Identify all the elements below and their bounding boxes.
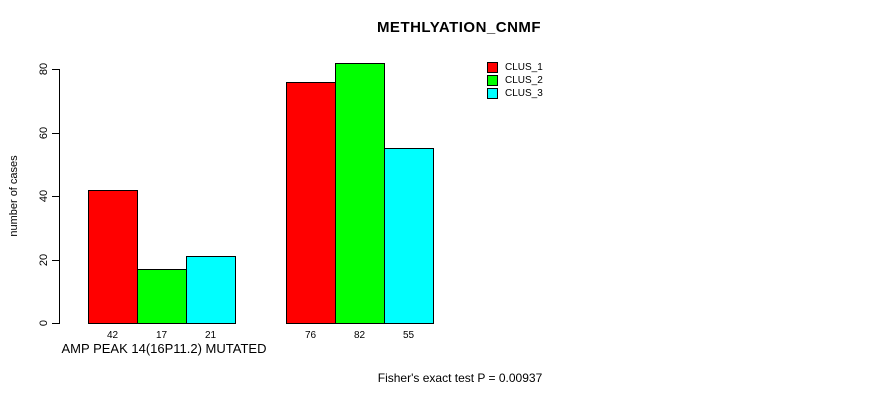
y-tick-label: 40 [38, 189, 50, 203]
bar-value-label: 55 [402, 330, 415, 341]
y-tick [52, 260, 59, 261]
legend-item-clus_1: CLUS_1 [487, 61, 543, 74]
bar-clus_3-group1 [186, 256, 236, 324]
legend-swatch-clus_1 [487, 62, 498, 73]
y-tick-label: 80 [38, 62, 50, 76]
legend-label: CLUS_1 [505, 62, 543, 73]
bar-clus_1-group1 [88, 190, 138, 324]
y-axis-title-text: number of cases [8, 155, 20, 237]
bar-clus_2-group1 [137, 269, 187, 324]
y-tick [52, 133, 59, 134]
bar-value-label: 82 [353, 330, 366, 341]
bar-clus_3-group2 [384, 148, 434, 324]
bar-clus_2-group2 [335, 63, 385, 324]
legend-label: CLUS_3 [505, 88, 543, 99]
bar-value-label: 17 [155, 330, 168, 341]
legend: CLUS_1 CLUS_2 CLUS_3 [487, 61, 543, 100]
y-axis-line [59, 69, 60, 324]
legend-label: CLUS_2 [505, 75, 543, 86]
legend-swatch-clus_2 [487, 75, 498, 86]
y-tick-label: 20 [38, 253, 50, 267]
legend-swatch-clus_3 [487, 88, 498, 99]
bar-value-label: 76 [304, 330, 317, 341]
bar-value-label: 42 [106, 330, 119, 341]
bar-clus_1-group2 [286, 82, 336, 324]
y-tick [52, 69, 59, 70]
legend-item-clus_3: CLUS_3 [487, 87, 543, 100]
y-tick [52, 196, 59, 197]
legend-item-clus_2: CLUS_2 [487, 74, 543, 87]
chart-title: METHLYATION_CNMF [376, 19, 542, 36]
y-tick-label: 60 [38, 126, 50, 140]
stat-test-note: Fisher's exact test P = 0.00937 [377, 371, 543, 385]
x-axis-label: AMP PEAK 14(16P11.2) MUTATED [61, 341, 267, 356]
y-tick-label: 0 [38, 319, 50, 327]
bar-value-label: 21 [204, 330, 217, 341]
y-tick [52, 323, 59, 324]
